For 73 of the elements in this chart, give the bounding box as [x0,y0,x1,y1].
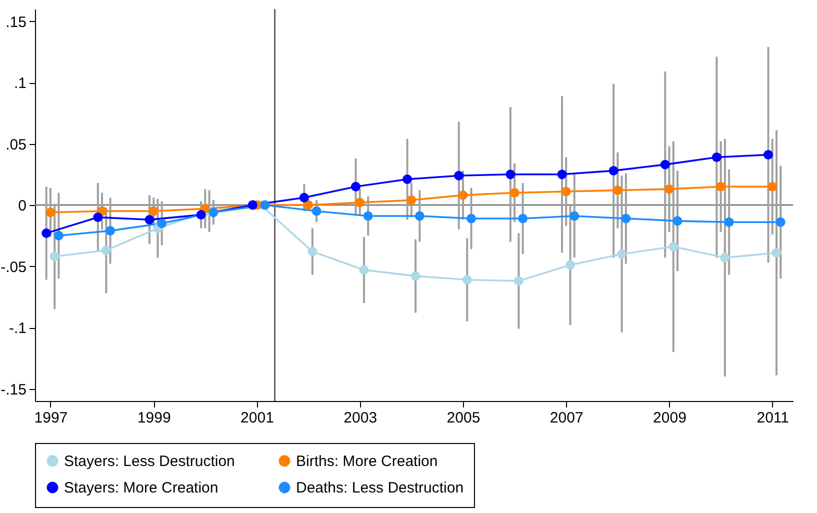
point [510,188,520,198]
point [359,265,369,275]
point [196,210,206,220]
point [299,192,309,202]
point [350,182,360,192]
point [764,150,773,160]
point [617,249,627,259]
point [776,217,786,227]
point [608,166,618,176]
point [668,242,678,252]
x-tick-label: 2009 [653,410,686,426]
point [46,208,56,218]
point [462,274,472,284]
y-tick-label: -.15 [0,381,26,398]
y-tick-label: 0 [18,198,26,214]
point [406,195,416,205]
y-tick-label: -.1 [8,320,26,337]
legend-label: Deaths: Less Destruction [296,480,464,496]
point [50,252,60,262]
y-tick-label: -.05 [0,258,26,276]
x-tick-label: 2003 [344,410,378,426]
point [557,170,567,180]
point [260,200,270,210]
x-tick-label: 1999 [137,410,171,426]
point [720,252,730,262]
point [157,218,167,228]
x-tick-label: 1997 [34,410,68,426]
point [768,182,778,192]
point [410,271,420,281]
legend-label: Births: More Creation [296,452,438,470]
point [518,214,528,224]
y-tick-label: .15 [6,14,26,31]
point [402,174,412,184]
point [664,184,674,194]
point [466,214,476,224]
point [312,206,322,216]
point [144,214,154,224]
point [414,211,424,221]
point [42,228,52,238]
x-tick-label: 2007 [550,410,584,426]
point [506,170,516,180]
point [308,246,318,256]
x-tick-label: 2011 [756,410,790,426]
point [724,217,734,227]
point [458,190,468,200]
point [363,211,373,221]
point [454,170,464,180]
point [621,214,631,224]
point [570,211,580,221]
point [561,186,571,196]
point [672,216,682,226]
point [208,208,218,218]
point [612,186,622,196]
point [248,200,258,210]
point [101,246,111,256]
point [716,182,726,192]
point [660,160,670,170]
y-tick-label: .05 [6,136,26,154]
point [93,212,103,222]
legend-label: Stayers: More Creation [64,480,218,496]
point [355,198,365,208]
legend-label: Stayers: Less Destruction [64,452,235,470]
point [514,276,524,286]
point [106,226,116,236]
x-tick-label: 2005 [446,410,480,426]
x-tick-label: 2001 [240,410,274,426]
point [772,248,782,258]
point [566,260,575,270]
point [304,200,314,210]
point [54,230,64,240]
point [712,152,722,162]
y-tick-label: .1 [14,75,26,92]
point [148,206,158,216]
